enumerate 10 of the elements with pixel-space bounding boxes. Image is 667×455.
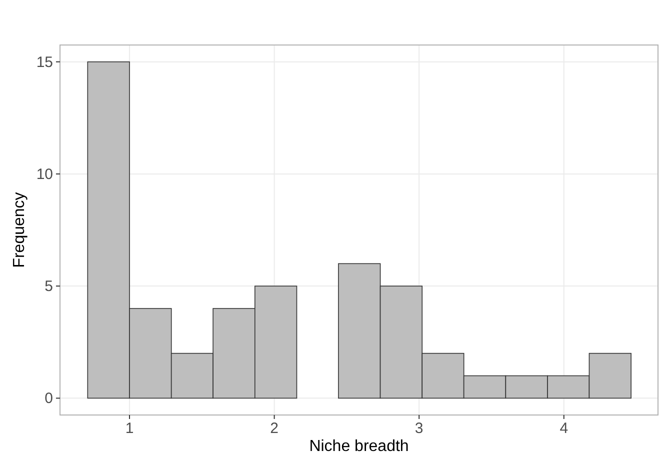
x-tick-label: 2 [270,420,278,437]
x-axis-title: Niche breadth [309,438,409,455]
y-tick-label: 5 [44,278,53,296]
y-axis-title: Frequency [11,192,28,268]
y-tick-label: 15 [36,54,53,71]
x-tick-label: 3 [414,420,424,437]
x-tick-label: 1 [125,420,134,437]
y-tick-label: 0 [44,390,53,408]
y-tick-label: 10 [36,166,53,183]
x-tick-label: 4 [560,420,568,437]
